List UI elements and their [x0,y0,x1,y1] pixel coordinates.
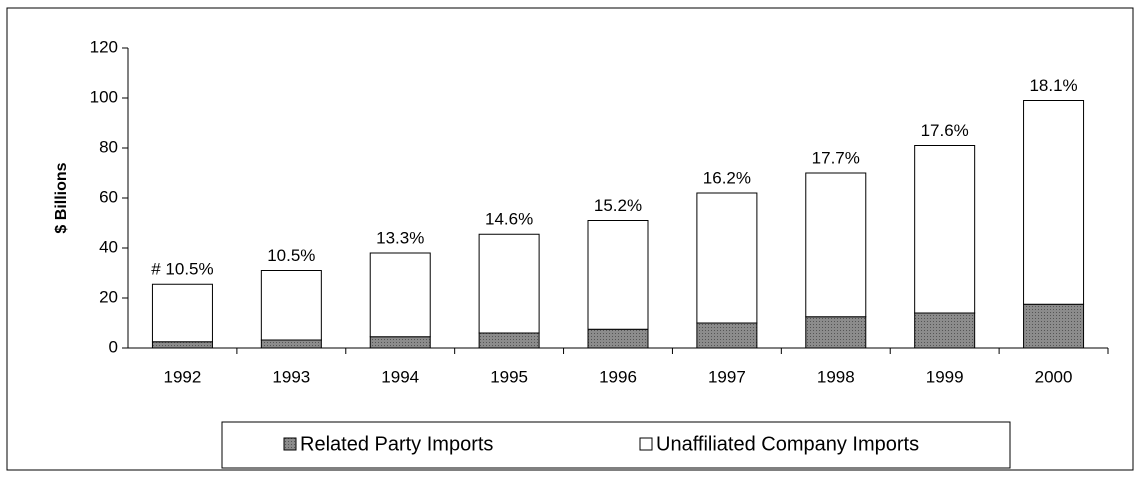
legend-label: Related Party Imports [300,433,493,455]
chart-border [6,7,1134,471]
bar-segment [369,336,431,349]
bar-segment [587,328,649,349]
bar-segment [805,172,867,318]
bar-label: # 10.5% [151,260,213,279]
bar-label: 10.5% [267,246,315,265]
x-tick-label: 1997 [708,367,746,386]
legend-label: Unaffiliated Company Imports [656,433,919,455]
bar-label: 17.6% [921,121,969,140]
x-tick-label: 2000 [1035,367,1073,386]
bar-label: 18.1% [1029,76,1077,95]
bar-segment [805,316,867,349]
y-tick-label: 100 [90,87,118,106]
x-tick-label: 1998 [817,367,855,386]
x-tick-label: 1992 [164,367,202,386]
y-tick-label: 80 [99,137,118,156]
bar-segment [696,322,758,349]
x-tick-label: 1996 [599,367,637,386]
bar-segment [914,312,976,349]
legend-swatch [639,437,653,451]
y-tick-label: 120 [90,37,118,56]
bar-segment [1023,303,1085,349]
legend-swatch [283,437,297,451]
bar-label: 17.7% [812,148,860,167]
bar-segment [260,270,322,341]
y-tick-label: 0 [109,337,118,356]
y-tick-label: 60 [99,187,118,206]
x-tick-label: 1999 [926,367,964,386]
bar-label: 14.6% [485,210,533,229]
bar-segment [1023,100,1085,305]
bar-segment [696,192,758,324]
legend-box [221,421,1011,469]
bar-segment [260,339,322,349]
bar-segment [914,145,976,314]
bar-label: 15.2% [594,196,642,215]
bar-segment [478,332,540,349]
bar-segment [151,283,213,343]
y-tick-label: 20 [99,287,118,306]
bar-label: 13.3% [376,228,424,247]
bar-segment [151,341,213,349]
bar-segment [478,233,540,334]
bar-segment [587,220,649,330]
x-tick-label: 1993 [272,367,310,386]
y-axis-label: $ Billions [53,162,70,233]
bar-segment [369,252,431,338]
bar-label: 16.2% [703,168,751,187]
x-tick-label: 1995 [490,367,528,386]
x-tick-label: 1994 [381,367,419,386]
y-tick-label: 40 [99,237,118,256]
